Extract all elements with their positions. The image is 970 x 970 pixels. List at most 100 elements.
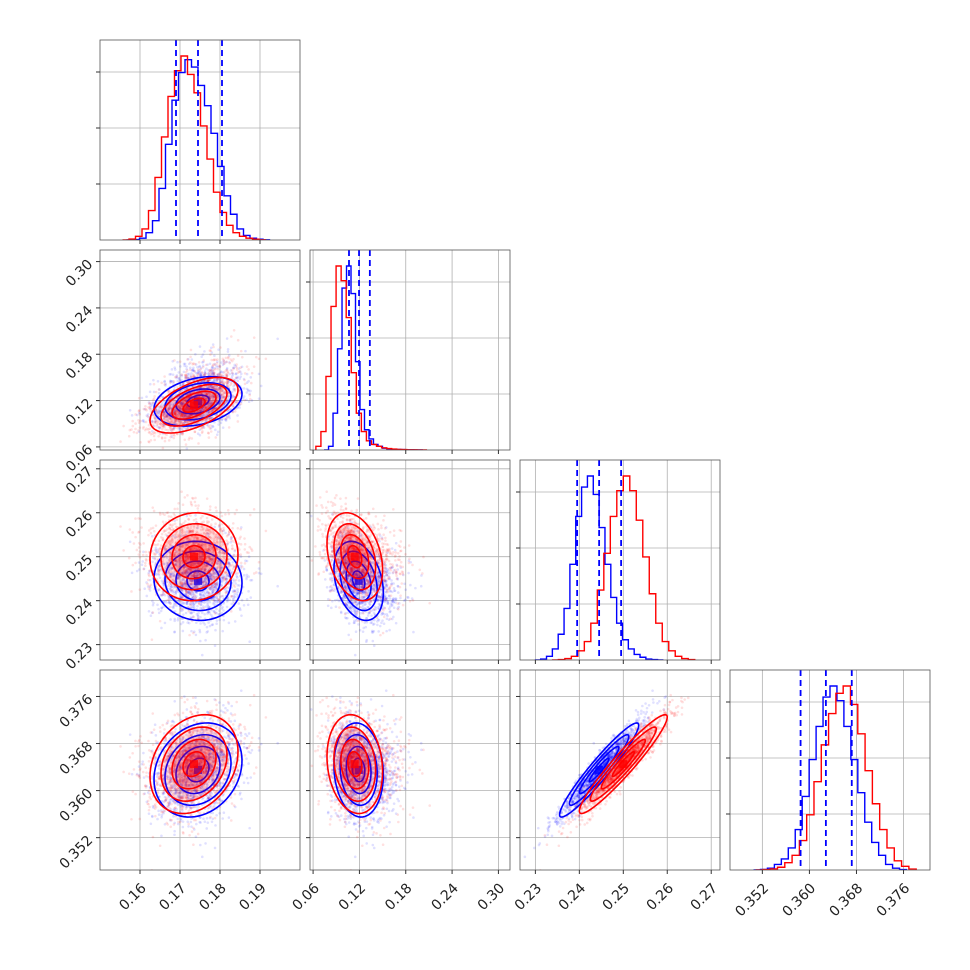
scatter-point xyxy=(204,391,207,395)
scatter-point xyxy=(164,549,167,552)
scatter-point xyxy=(193,562,196,565)
scatter-point xyxy=(182,565,186,569)
scatter-point xyxy=(198,639,202,643)
scatter-point xyxy=(149,614,153,618)
scatter-point xyxy=(173,421,176,424)
scatter-point xyxy=(217,348,220,351)
scatter-point xyxy=(207,547,211,550)
scatter-point xyxy=(235,376,239,380)
scatter-point xyxy=(172,381,175,385)
scatter-point xyxy=(175,376,178,380)
scatter-point xyxy=(183,362,187,366)
scatter-point xyxy=(204,583,207,587)
scatter-point xyxy=(201,607,204,610)
scatter-point xyxy=(204,397,208,400)
scatter-point xyxy=(160,579,164,583)
scatter-point xyxy=(209,577,213,580)
scatter-point xyxy=(140,396,144,400)
scatter-point xyxy=(208,378,212,382)
scatter-point xyxy=(157,607,160,611)
scatter-point xyxy=(232,394,235,398)
scatter-point xyxy=(130,571,134,575)
scatter-point xyxy=(201,361,204,364)
scatter-point xyxy=(148,382,152,386)
scatter-point xyxy=(361,630,365,633)
scatter-point xyxy=(200,568,204,572)
scatter-point xyxy=(184,399,187,403)
scatter-point xyxy=(202,408,206,411)
scatter-point xyxy=(346,616,349,620)
scatter-point xyxy=(236,375,240,379)
scatter-point xyxy=(182,415,185,418)
scatter-point xyxy=(201,401,205,405)
scatter-point xyxy=(170,583,173,586)
scatter-point xyxy=(163,379,167,383)
scatter-point xyxy=(194,561,198,565)
scatter-point xyxy=(160,594,164,597)
scatter-point xyxy=(330,606,333,610)
scatter-point xyxy=(191,385,194,388)
scatter-point xyxy=(232,565,236,569)
scatter-point xyxy=(172,606,175,610)
scatter-point xyxy=(206,531,209,535)
scatter-point xyxy=(220,381,224,384)
scatter-point xyxy=(371,623,375,626)
scatter-point xyxy=(198,374,202,377)
scatter-point xyxy=(184,572,188,576)
scatter-point xyxy=(147,401,151,404)
scatter-point xyxy=(187,362,191,366)
scatter-point xyxy=(213,378,217,381)
scatter-point xyxy=(212,378,216,382)
scatter-point xyxy=(216,365,219,369)
scatter-point xyxy=(230,376,234,380)
scatter-point xyxy=(151,401,155,405)
scatter-point xyxy=(187,414,191,418)
scatter-point xyxy=(207,555,210,559)
scatter-point xyxy=(157,588,161,591)
scatter-point xyxy=(236,733,240,737)
scatter-point xyxy=(176,412,180,416)
scatter-point xyxy=(245,559,249,563)
scatter-point xyxy=(213,846,217,850)
scatter-point xyxy=(194,601,198,604)
scatter-point xyxy=(142,550,145,554)
scatter-point xyxy=(187,825,190,828)
scatter-point xyxy=(191,368,195,371)
scatter-point xyxy=(242,377,246,381)
scatter-point xyxy=(137,568,141,571)
scatter-point xyxy=(249,376,253,379)
scatter-point xyxy=(216,388,220,392)
scatter-point xyxy=(156,567,160,571)
scatter-point xyxy=(148,390,152,394)
scatter-point xyxy=(219,370,223,373)
scatter-point xyxy=(153,424,156,428)
scatter-point xyxy=(185,405,188,409)
scatter-point xyxy=(157,611,161,615)
scatter-point xyxy=(186,376,190,380)
scatter-point xyxy=(209,401,212,404)
scatter-point xyxy=(173,409,176,413)
scatter-point xyxy=(198,628,202,632)
scatter-point xyxy=(211,572,214,576)
scatter-point xyxy=(214,586,217,589)
scatter-point xyxy=(178,562,181,566)
scatter-point xyxy=(178,544,182,548)
scatter-point xyxy=(169,372,173,376)
scatter-point xyxy=(217,613,221,616)
scatter-point xyxy=(390,603,394,606)
scatter-point xyxy=(276,584,279,588)
scatter-point xyxy=(226,400,229,403)
scatter-point xyxy=(210,385,213,389)
scatter-point xyxy=(211,602,215,605)
scatter-point xyxy=(211,396,214,400)
scatter-point xyxy=(147,609,151,613)
scatter-point xyxy=(218,379,222,383)
scatter-point xyxy=(227,408,231,412)
scatter-point xyxy=(185,514,189,518)
scatter-point xyxy=(178,406,182,410)
scatter-point xyxy=(199,556,203,559)
scatter-point xyxy=(186,374,190,378)
scatter-point xyxy=(393,589,397,593)
scatter-point xyxy=(224,418,227,422)
scatter-point xyxy=(323,578,327,581)
